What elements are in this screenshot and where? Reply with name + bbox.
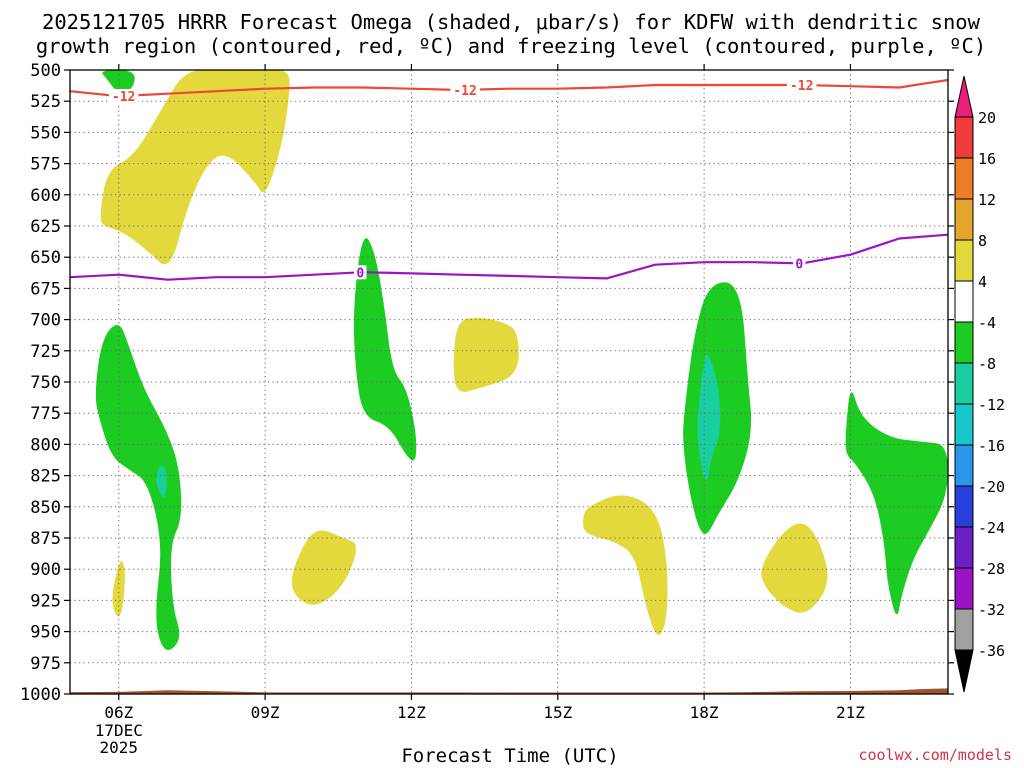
x-axis-label: Forecast Time (UTC) <box>401 745 618 767</box>
y-tick-label: 575 <box>30 155 61 175</box>
colorbar-tick-label: 20 <box>978 109 996 127</box>
y-tick-label: 875 <box>30 529 61 549</box>
colorbar-tick-label: -16 <box>978 437 1005 455</box>
surface-terrain <box>70 688 948 694</box>
contour-label-bg <box>108 88 139 103</box>
y-tick-label: 625 <box>30 217 61 237</box>
contour-label-dendritic-minus12C: -12 <box>453 84 476 99</box>
colorbar-band <box>954 198 974 241</box>
chart-title-line-1: 2025121705 HRRR Forecast Omega (shaded, … <box>42 10 981 34</box>
colorbar-tick-label: -12 <box>978 396 1005 414</box>
contour-label-freezing-level-0C: 0 <box>356 266 364 281</box>
x-tick-label: 15Z <box>543 703 572 722</box>
y-tick-label: 1000 <box>20 685 61 705</box>
colorbar-band <box>954 116 974 159</box>
credit-label: coolwx.com/models <box>858 746 1012 764</box>
colorbar-band <box>954 362 974 405</box>
y-tick-label: 950 <box>30 623 61 643</box>
shaded-region-omega-pos-b <box>453 317 519 392</box>
contour-label-bg <box>353 265 367 280</box>
contour-line-dendritic-minus12C <box>69 78 949 98</box>
contour-label-dendritic-minus12C: -12 <box>790 79 813 94</box>
colorbar-top-triangle <box>954 75 974 118</box>
x-tick-label: 18Z <box>690 703 719 722</box>
shaded-region-omega-pos-f <box>112 561 125 617</box>
y-tick-label: 525 <box>30 92 61 112</box>
colorbar-band <box>954 444 974 487</box>
y-tick-label: 975 <box>30 654 61 674</box>
colorbar-band <box>954 567 974 610</box>
shaded-region-omega-neg-a <box>95 324 182 651</box>
colorbar-tick-label: -20 <box>978 478 1005 496</box>
y-tick-label: 600 <box>30 186 61 206</box>
shaded-region-omega-neg-e <box>845 392 948 615</box>
shaded-region-omega-pos-a <box>100 70 290 265</box>
shaded-region-omega-neg-f <box>697 355 721 481</box>
chart-title-line-2: growth region (contoured, red, ºC) and f… <box>36 34 986 58</box>
y-tick-label: 550 <box>30 123 61 143</box>
shaded-region-omega-neg-c <box>353 238 417 461</box>
colorbar-tick-label: -32 <box>978 601 1005 619</box>
colorbar-tick-label: -24 <box>978 519 1005 537</box>
contour-label-dendritic-minus12C: -12 <box>112 90 135 105</box>
x-tick-label: 09Z <box>251 703 280 722</box>
x-tick-sublabel-date: 17DEC <box>95 721 143 740</box>
colorbar-tick-label: -28 <box>978 560 1005 578</box>
colorbar-band <box>954 403 974 446</box>
y-tick-label: 500 <box>30 61 61 81</box>
contour-label-bg <box>450 82 480 97</box>
colorbar-band <box>954 239 974 282</box>
colorbar-tick-label: -4 <box>978 314 996 332</box>
colorbar-tick-label: 12 <box>978 191 996 209</box>
colorbar-band <box>954 526 974 569</box>
shaded-region-omega-pos-c <box>291 530 356 605</box>
contour-label-freezing-level-0C: 0 <box>795 257 803 272</box>
y-tick-label: 900 <box>30 560 61 580</box>
contour-label-bg <box>792 256 806 271</box>
x-tick-label: 12Z <box>397 703 426 722</box>
colorbar-tick-label: -36 <box>978 642 1005 660</box>
colorbar-tick-label: -8 <box>978 355 996 373</box>
shaded-region-omega-neg-b <box>102 70 135 93</box>
y-tick-label: 675 <box>30 279 61 299</box>
x-tick-label: 06Z <box>104 703 133 722</box>
colorbar-tick-label: 16 <box>978 150 996 168</box>
y-tick-label: 925 <box>30 591 61 611</box>
colorbar-band <box>954 608 974 651</box>
shaded-region-omega-pos-e <box>761 523 828 613</box>
y-tick-label: 850 <box>30 498 61 518</box>
chart-title: 2025121705 HRRR Forecast Omega (shaded, … <box>36 10 986 58</box>
colorbar-band <box>954 485 974 528</box>
y-tick-label: 725 <box>30 342 61 362</box>
colorbar-band <box>954 321 974 364</box>
shaded-region-omega-neg-g <box>156 465 167 498</box>
y-tick-label: 700 <box>30 311 61 331</box>
x-tick-sublabel-year: 2025 <box>100 738 139 757</box>
colorbar-tick-label: 4 <box>978 273 987 291</box>
y-tick-label: 800 <box>30 435 61 455</box>
colorbar-bottom-triangle <box>954 649 974 693</box>
y-tick-label: 750 <box>30 373 61 393</box>
colorbar-tick-label: 8 <box>978 232 987 250</box>
x-tick-label: 21Z <box>836 703 865 722</box>
y-tick-label: 825 <box>30 467 61 487</box>
colorbar-band <box>954 157 974 200</box>
contour-label-bg <box>786 77 817 92</box>
colorbar-band <box>954 280 974 323</box>
y-tick-label: 775 <box>30 404 61 424</box>
y-tick-label: 650 <box>30 248 61 268</box>
